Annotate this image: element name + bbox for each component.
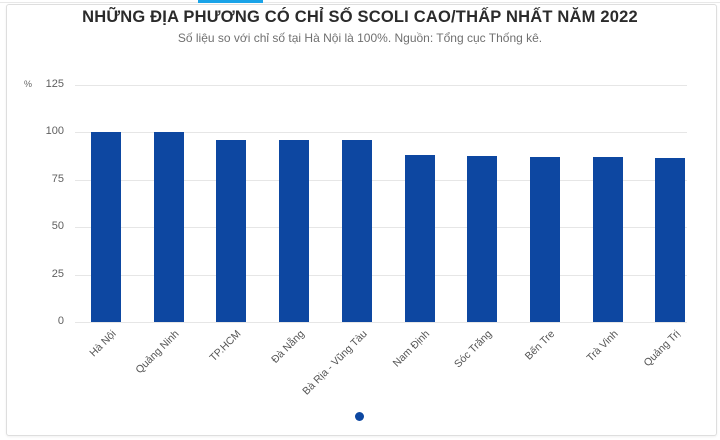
- gridline: [75, 84, 687, 86]
- chart-subtitle: Số liệu so với chỉ số tại Hà Nội là 100%…: [177, 31, 543, 45]
- y-tick-label: 50: [51, 220, 64, 232]
- gridline: [75, 132, 687, 133]
- bar[interactable]: [91, 132, 121, 322]
- x-tick-label: Bà Rịa - Vũng Tàu: [300, 328, 370, 398]
- x-tick-label: TP.HCM: [207, 328, 244, 364]
- gridline: [75, 274, 687, 276]
- bar[interactable]: [341, 139, 372, 322]
- pager-dot-active[interactable]: [355, 412, 364, 421]
- x-tick-label: Sóc Trăng: [452, 328, 495, 371]
- bar[interactable]: [592, 157, 623, 322]
- bar[interactable]: [655, 158, 686, 322]
- bar[interactable]: [153, 132, 184, 322]
- x-tick-label: Trà Vinh: [584, 328, 621, 365]
- bar[interactable]: [279, 139, 310, 322]
- y-axis-unit: %: [24, 79, 33, 89]
- gridline: [75, 322, 687, 323]
- active-tab-indicator: [198, 0, 263, 3]
- bar[interactable]: [467, 155, 498, 322]
- x-tick-label: Quảng Ninh: [133, 328, 182, 377]
- x-tick-label: Hà Nội: [87, 328, 119, 360]
- x-tick-label: Quảng Trị: [641, 328, 683, 370]
- chart-title: NHỮNG ĐỊA PHƯƠNG CÓ CHỈ SỐ SCOLI CAO/THẤ…: [82, 8, 638, 26]
- y-tick-label: 75: [51, 172, 64, 185]
- bar[interactable]: [529, 157, 560, 322]
- y-tick-label: 0: [57, 315, 64, 327]
- x-tick-label: Đà Nẵng: [269, 328, 308, 366]
- y-tick-label: 100: [45, 125, 64, 137]
- x-tick-label: Bến Tre: [522, 328, 558, 363]
- x-tick-label: Nam Định: [390, 328, 432, 370]
- top-divider: [0, 2, 720, 3]
- y-tick-label: 25: [51, 267, 64, 280]
- gridline: [75, 179, 687, 181]
- y-tick-label: 125: [45, 77, 64, 90]
- bar[interactable]: [216, 139, 247, 322]
- bar[interactable]: [404, 154, 435, 322]
- gridline: [75, 227, 687, 228]
